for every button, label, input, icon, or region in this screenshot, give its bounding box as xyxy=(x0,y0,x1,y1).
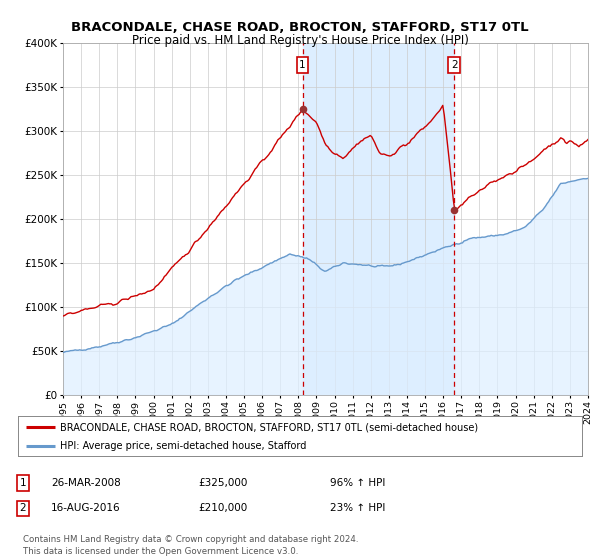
Text: 1: 1 xyxy=(19,478,26,488)
Text: 96% ↑ HPI: 96% ↑ HPI xyxy=(330,478,385,488)
Text: BRACONDALE, CHASE ROAD, BROCTON, STAFFORD, ST17 0TL: BRACONDALE, CHASE ROAD, BROCTON, STAFFOR… xyxy=(71,21,529,34)
Text: 23% ↑ HPI: 23% ↑ HPI xyxy=(330,503,385,514)
Bar xyxy=(302,43,454,395)
Text: Contains HM Land Registry data © Crown copyright and database right 2024.
This d: Contains HM Land Registry data © Crown c… xyxy=(23,535,358,556)
Text: BRACONDALE, CHASE ROAD, BROCTON, STAFFORD, ST17 0TL (semi-detached house): BRACONDALE, CHASE ROAD, BROCTON, STAFFOR… xyxy=(60,422,478,432)
Text: 26-MAR-2008: 26-MAR-2008 xyxy=(51,478,121,488)
Text: HPI: Average price, semi-detached house, Stafford: HPI: Average price, semi-detached house,… xyxy=(60,441,307,451)
Text: 2: 2 xyxy=(19,503,26,514)
Text: 16-AUG-2016: 16-AUG-2016 xyxy=(51,503,121,514)
Text: Price paid vs. HM Land Registry's House Price Index (HPI): Price paid vs. HM Land Registry's House … xyxy=(131,34,469,46)
Text: 1: 1 xyxy=(299,60,306,70)
Text: £325,000: £325,000 xyxy=(198,478,247,488)
Text: £210,000: £210,000 xyxy=(198,503,247,514)
Text: 2: 2 xyxy=(451,60,458,70)
